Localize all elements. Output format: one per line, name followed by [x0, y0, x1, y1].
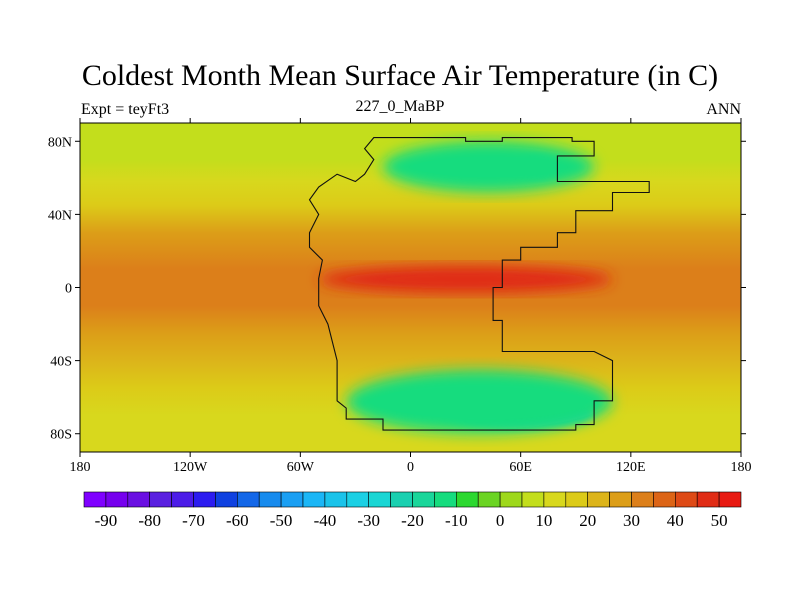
- colorbar-swatch: [521, 491, 545, 508]
- pangaea-outline: [308, 137, 650, 431]
- x-tick-label: 0: [407, 460, 414, 475]
- colorbar-swatch: [434, 491, 457, 508]
- colorbar-swatch: [171, 491, 194, 508]
- x-tick-label: 180: [70, 460, 91, 475]
- northern-cold-region: [382, 141, 595, 193]
- tropical-hot-land: [318, 265, 613, 293]
- colorbar-swatch: [587, 491, 610, 508]
- southern-cold-region: [346, 369, 613, 434]
- colorbar-label: 50: [711, 511, 728, 530]
- figure-title: Coldest Month Mean Surface Air Temperatu…: [81, 59, 719, 92]
- colorbar-swatch: [346, 491, 369, 508]
- colorbar-label: 30: [623, 511, 640, 530]
- colorbar-label: -20: [401, 511, 424, 530]
- y-tick-label: 0: [65, 282, 72, 297]
- colorbar-swatch: [215, 491, 238, 508]
- colorbar-swatch: [477, 491, 501, 508]
- y-tick-label: 80N: [48, 135, 72, 150]
- colorbar-swatch: [674, 491, 698, 508]
- continent-outlines: [308, 137, 650, 431]
- experiment-label: Expt = teyFt3: [81, 101, 170, 118]
- colorbar-swatch: [193, 491, 216, 508]
- colorbar-label: 10: [535, 511, 552, 530]
- colorbar-label: -50: [270, 511, 293, 530]
- colorbar-label: -60: [226, 511, 249, 530]
- colorbar-swatch: [653, 491, 676, 508]
- colorbar-swatch: [237, 491, 260, 508]
- latitude-axis: 80N 40N 0 40S 80S: [48, 135, 746, 443]
- y-tick-label: 80S: [50, 428, 72, 443]
- colorbar-swatch: [412, 491, 435, 508]
- colorbar-swatch: [696, 491, 720, 508]
- colorbar-swatch: [302, 491, 326, 508]
- colorbar-swatch: [390, 491, 413, 508]
- colorbar-label: -40: [314, 511, 337, 530]
- colorbar-label: 20: [579, 511, 596, 530]
- colorbar-label: -90: [95, 511, 118, 530]
- colorbar-label: -80: [138, 511, 161, 530]
- y-tick-label: 40S: [50, 355, 72, 370]
- colorbar-swatch: [565, 491, 588, 508]
- colorbar-swatch: [609, 491, 632, 508]
- colorbar-label: 40: [667, 511, 684, 530]
- colorbar-swatch: [127, 491, 151, 508]
- colorbar: -90 -80 -70 -60 -50 -40 -30 -20 -10 0 10 20 30 40 50: [83, 491, 742, 530]
- x-tick-label: 120E: [616, 460, 646, 475]
- colorbar-label: 0: [496, 511, 505, 530]
- x-tick-label: 60W: [287, 460, 315, 475]
- colorbar-swatch: [718, 491, 742, 508]
- temperature-regions: [318, 141, 613, 434]
- colorbar-swatch: [258, 491, 282, 508]
- season-label: ANN: [706, 101, 741, 118]
- colorbar-swatch: [368, 491, 391, 508]
- colorbar-swatch: [149, 491, 172, 508]
- colorbar-swatch: [105, 491, 129, 508]
- x-tick-label: 180: [731, 460, 752, 475]
- colorbar-swatch: [455, 491, 479, 508]
- x-tick-label: 60E: [509, 460, 532, 475]
- y-tick-label: 40N: [48, 208, 72, 223]
- colorbar-label: -30: [357, 511, 380, 530]
- colorbar-swatch: [324, 491, 348, 508]
- colorbar-swatch: [83, 491, 107, 508]
- longitude-axis: 180 120W 60W 0 60E 120E 180: [70, 118, 752, 475]
- colorbar-label: -70: [182, 511, 205, 530]
- x-tick-label: 120W: [173, 460, 208, 475]
- colorbar-swatch: [543, 491, 567, 508]
- map-field: [80, 123, 741, 452]
- time-label: 227_0_MaBP: [355, 98, 445, 115]
- colorbar-swatch: [280, 491, 304, 508]
- colorbar-label: -10: [445, 511, 468, 530]
- colorbar-swatch: [631, 491, 654, 508]
- colorbar-swatch: [499, 491, 523, 508]
